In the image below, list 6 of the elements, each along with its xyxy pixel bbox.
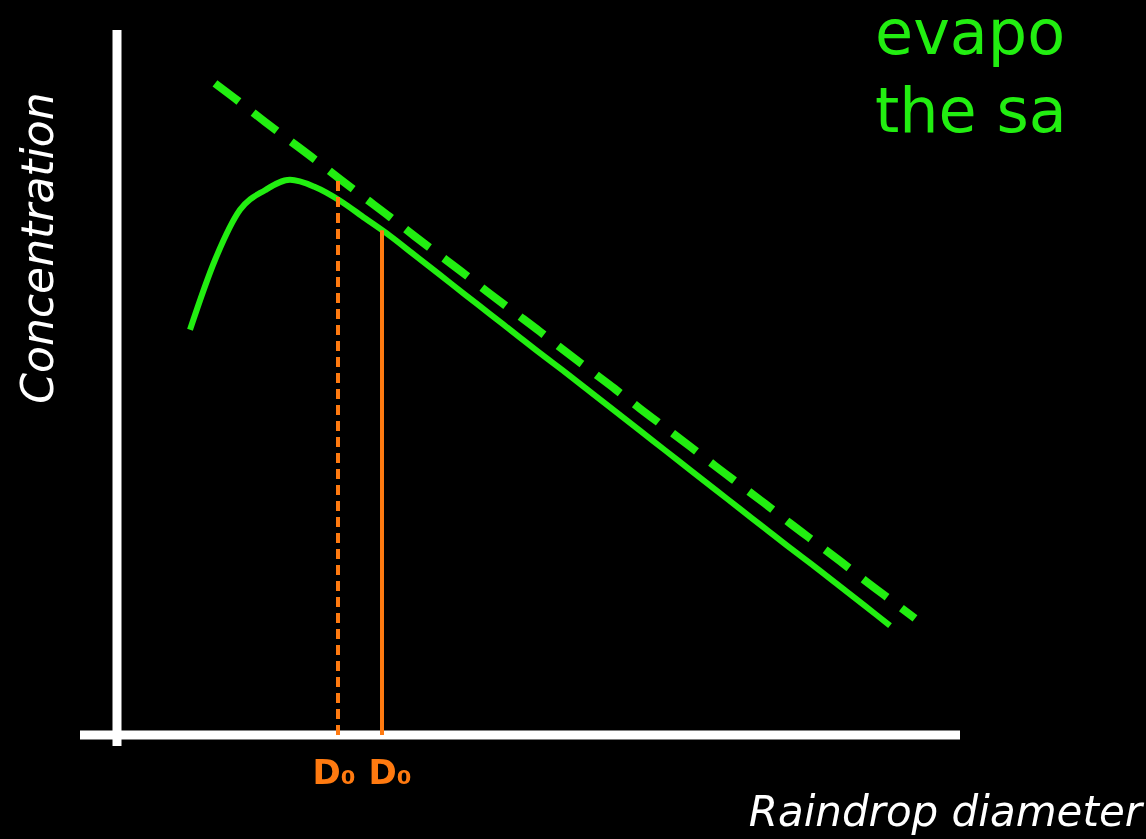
- annotation: the sa: [875, 74, 1067, 147]
- text: D₀: [312, 752, 356, 792]
- x-axis-title: Raindrop diameter: [748, 787, 1145, 836]
- y-axis-title: Concentration: [12, 92, 63, 404]
- text: D₀: [368, 752, 412, 792]
- text: evapo: [875, 0, 1066, 69]
